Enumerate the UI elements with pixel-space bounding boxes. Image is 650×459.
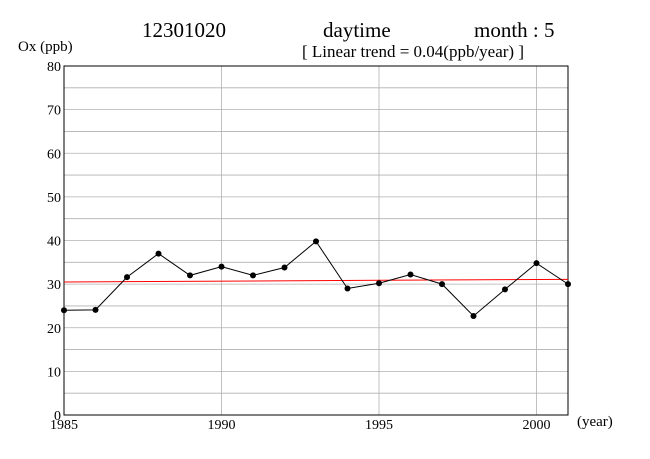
series-line — [63, 240, 569, 317]
period-label: daytime — [323, 18, 391, 42]
month-label: month : 5 — [474, 18, 555, 42]
x-tick-label: 1990 — [208, 418, 236, 433]
y-tick-label: 30 — [47, 278, 61, 293]
y-tick-label: 70 — [47, 104, 61, 119]
y-tick-label: 20 — [47, 322, 61, 337]
y-tick-label: 0 — [54, 409, 61, 424]
x-tick-label: 2000 — [523, 418, 551, 433]
data-point — [533, 260, 540, 267]
data-point — [439, 281, 445, 288]
station-code: 12301020 — [142, 18, 226, 42]
data-point — [344, 285, 351, 292]
trend-line — [63, 278, 569, 283]
y-tick-label: 10 — [47, 365, 61, 380]
x-tick-label: 1995 — [365, 418, 393, 433]
plot-frame — [63, 65, 569, 416]
trend-line-group — [63, 278, 569, 283]
data-point — [61, 307, 67, 314]
x-tick-label: 1985 — [50, 418, 78, 433]
data-point — [124, 274, 130, 281]
data-point — [155, 250, 162, 257]
x-axis-label: (year) — [577, 414, 613, 430]
trend-label: [ Linear trend = 0.04(ppb/year) ] — [302, 42, 524, 61]
data-point — [187, 272, 193, 279]
tick-labels: 0 10 20 30 40 50 60 70 80 1985 1990 1995 2000 — [47, 60, 551, 433]
series-group — [61, 238, 571, 319]
y-tick-label: 40 — [47, 235, 61, 250]
data-point — [218, 263, 225, 270]
data-point — [313, 238, 319, 245]
data-point — [376, 280, 382, 287]
y-tick-label: 80 — [47, 60, 61, 75]
data-point — [407, 271, 414, 278]
data-point — [502, 286, 508, 293]
data-point — [281, 264, 288, 271]
data-point — [565, 281, 571, 288]
data-point — [250, 272, 256, 279]
data-point — [470, 312, 477, 319]
y-axis-label: Ox (ppb) — [18, 39, 73, 55]
y-tick-label: 50 — [47, 191, 61, 206]
data-point — [92, 306, 99, 313]
y-tick-label: 60 — [47, 147, 61, 162]
grid — [64, 66, 568, 415]
